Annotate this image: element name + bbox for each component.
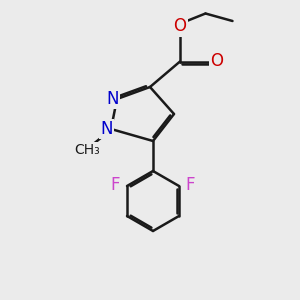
Text: O: O (173, 17, 187, 35)
Text: N: N (106, 90, 119, 108)
Text: F: F (186, 176, 195, 194)
Text: CH₃: CH₃ (74, 143, 100, 157)
Text: O: O (210, 52, 223, 70)
Text: N: N (100, 120, 113, 138)
Text: F: F (111, 176, 120, 194)
